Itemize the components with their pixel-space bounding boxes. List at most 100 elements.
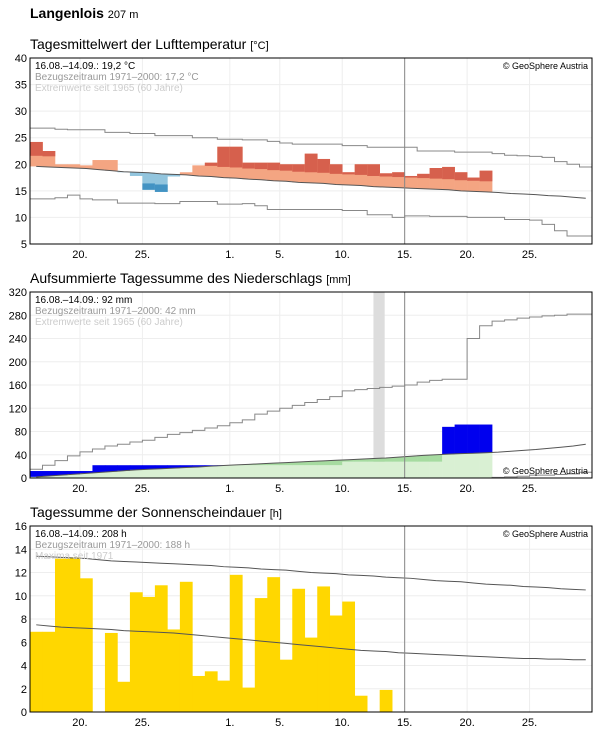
temperature-xtick-label: 15. [397, 249, 412, 261]
temperature-bar-strong [454, 172, 468, 181]
temperature-bar-strong [267, 162, 281, 171]
sunshine-bar [30, 631, 43, 712]
sunshine-bar [79, 578, 93, 712]
temperature-bar-strong [304, 153, 318, 173]
precipitation-reference-text: Bezugszeitraum 1971–2000: 42 mm [35, 306, 196, 317]
temperature-bar-strong [317, 158, 331, 173]
temperature-bar-strong [429, 168, 443, 179]
sunshine-title-text: Tagessumme der Sonnenscheindauer [30, 504, 266, 520]
sunshine-ytick-label: 10 [15, 591, 27, 603]
precipitation-deficit-bar [417, 455, 430, 462]
sunshine-ytick-label: 16 [15, 521, 27, 533]
temperature-bar-strong [242, 162, 256, 169]
temperature-xtick-label: 20. [459, 249, 474, 261]
temperature-bar-strong [142, 183, 156, 190]
precipitation-deficit-bar [429, 454, 443, 462]
temperature-min-line [30, 194, 592, 237]
temperature-bar-strong [42, 151, 56, 157]
precipitation-deficit-bar [392, 457, 405, 462]
sunshine-bar [217, 680, 231, 712]
precipitation-area [317, 465, 331, 478]
precipitation-ytick-label: 160 [9, 380, 27, 392]
temperature-xtick-label: 10. [335, 249, 350, 261]
sunshine-bar [167, 629, 181, 712]
precipitation-title-text: Aufsummierte Tagessumme des Niederschlag… [30, 270, 323, 286]
temperature-ytick-label: 25 [15, 133, 27, 145]
sunshine-bar [329, 615, 343, 712]
precipitation-deficit-bar [279, 462, 293, 466]
precipitation-area [279, 465, 293, 478]
temperature-bar-strong [392, 172, 405, 178]
precipitation-extremes-text: Extremwerte seit 1965 (60 Jahre) [35, 317, 183, 328]
sunshine-bar [204, 671, 218, 712]
temperature-bar [204, 162, 218, 177]
precipitation-area [54, 475, 68, 478]
precipitation-area [192, 466, 206, 478]
precipitation-area [379, 461, 393, 478]
sunshine-mean-line [36, 624, 586, 661]
sunshine-bar [129, 592, 143, 712]
temperature-bar-strong [417, 173, 430, 179]
precipitation-excess-bar [79, 471, 93, 474]
precipitation-area [104, 471, 118, 478]
precipitation-excess-bar [454, 424, 468, 454]
temperature-bar-strong [154, 184, 168, 192]
precipitation-excess-bar [117, 465, 131, 471]
precipitation-area [154, 468, 168, 478]
sunshine-period-text: 16.08.–14.09.: 208 h [35, 529, 127, 540]
sunshine-ytick-label: 6 [21, 637, 27, 649]
temperature-bar [79, 165, 93, 169]
precipitation-xtick-label: 15. [397, 483, 412, 495]
precipitation-area [254, 465, 268, 478]
temperature-ytick-label: 5 [21, 239, 27, 251]
precipitation-area [417, 461, 430, 478]
temperature-bar-strong [204, 162, 218, 166]
station-header: Langenlois 207 m [30, 5, 138, 21]
precipitation-title: Aufsummierte Tagessumme des Niederschlag… [30, 270, 351, 286]
precipitation-excess-bar [67, 471, 81, 475]
sunshine-xtick-label: 25. [135, 717, 150, 729]
sunshine-bar [54, 558, 68, 712]
precipitation-area [117, 470, 131, 478]
sunshine-bar [254, 598, 268, 712]
temperature-xtick-label: 25. [522, 249, 537, 261]
precipitation-area [67, 474, 81, 478]
precipitation-area [429, 461, 443, 478]
precipitation-deficit-bar [354, 459, 368, 462]
temperature-bar-strong [354, 164, 368, 175]
precipitation-excess-bar [142, 465, 156, 470]
temperature-period-text: 16.08.–14.09.: 19,2 °C [35, 61, 135, 72]
sunshine-bar [342, 601, 356, 712]
sunshine-copyright: © GeoSphere Austria [503, 529, 588, 539]
temperature-bar [379, 173, 393, 188]
precipitation-excess-bar [30, 471, 43, 477]
precipitation-ytick-label: 80 [15, 427, 27, 439]
precipitation-copyright: © GeoSphere Austria [503, 466, 588, 476]
precipitation-deficit-bar [329, 460, 343, 466]
precipitation-area [342, 461, 356, 478]
sunshine-bar [229, 574, 243, 712]
sunshine-xtick-label: 25. [522, 717, 537, 729]
temperature-reference-text: Bezugszeitraum 1971–2000: 17,2 °C [35, 72, 199, 83]
temperature-title-text: Tagesmittelwert der Lufttemperatur [30, 36, 247, 52]
sunshine-xtick-label: 10. [335, 717, 350, 729]
temperature-ytick-label: 20 [15, 159, 27, 171]
precipitation-area [167, 468, 181, 478]
sunshine-bar [154, 585, 168, 712]
precipitation-ytick-label: 200 [9, 357, 27, 369]
precipitation-deficit-bar [367, 458, 380, 462]
station-name: Langenlois [30, 5, 104, 21]
sunshine-bar [317, 586, 331, 712]
precipitation-area [354, 461, 368, 478]
temperature-bar [54, 164, 68, 168]
sunshine-ytick-label: 2 [21, 684, 27, 696]
sunshine-bar [117, 681, 131, 712]
precipitation-data-gap [373, 292, 385, 478]
temperature-bar [167, 174, 181, 177]
precipitation-xtick-label: 5. [275, 483, 284, 495]
temperature-ytick-label: 30 [15, 106, 27, 118]
precipitation-ytick-label: 240 [9, 334, 27, 346]
precipitation-area [92, 472, 106, 478]
precipitation-chart: 0 40 80 120 160 200 240 280 320 20. 25. 1. 5. 10. 15. 2… [9, 287, 593, 495]
